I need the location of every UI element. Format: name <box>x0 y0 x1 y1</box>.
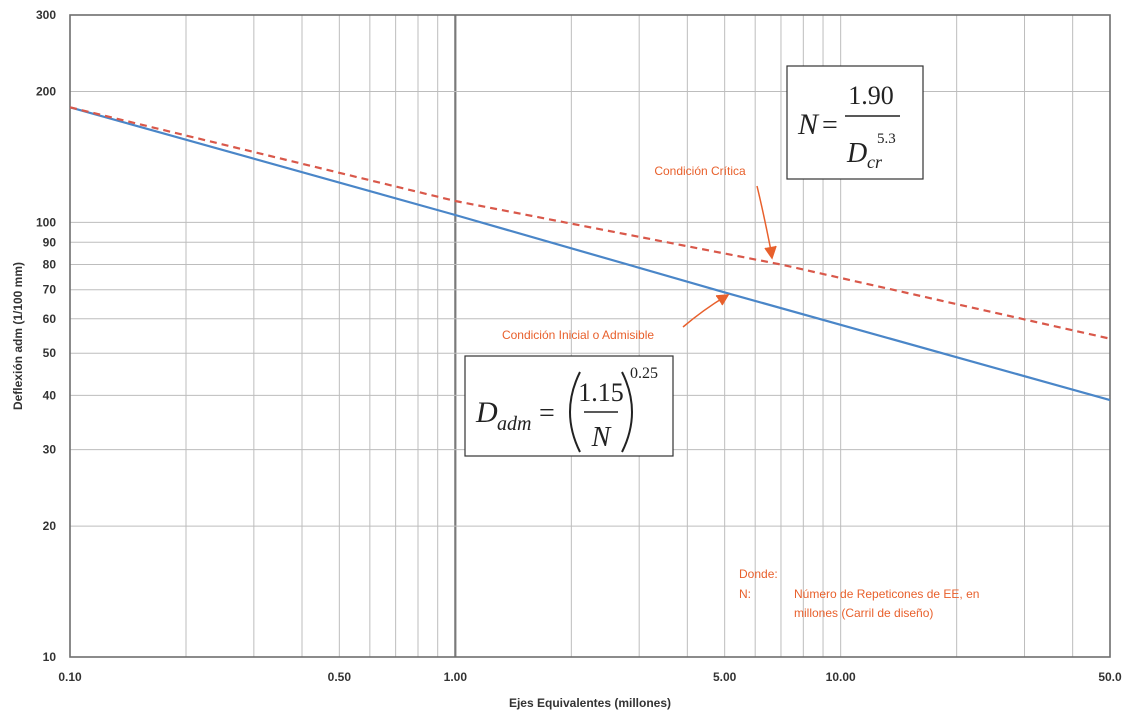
x-tick-label-0: 0.10 <box>58 670 82 684</box>
x-axis-title: Ejes Equivalentes (millones) <box>509 696 671 710</box>
donde-line1: Número de Repeticones de EE, en <box>794 587 979 601</box>
formula-critica-den-exp: 5.3 <box>877 131 896 147</box>
y-tick-label-2: 30 <box>43 443 57 457</box>
formula-critica-box: N = 1.90 D cr 5.3 <box>786 65 924 180</box>
tick-labels: 0.10 0.50 1.00 5.00 10.00 50.0 10 20 30 40 50 60 70 8… <box>36 8 1122 684</box>
critica-arrow <box>756 185 777 260</box>
formula-admisible-num: 1.15 <box>578 378 624 407</box>
inicial-label: Condición Inicial o Admisible <box>502 328 654 342</box>
formula-critica-den: D <box>846 138 867 169</box>
formula-left-paren <box>569 371 581 453</box>
donde-line2: millones (Carril de diseño) <box>794 606 933 620</box>
y-axis-title: Deflexión adm (1/100 mm) <box>11 262 25 410</box>
y-tick-label-5: 60 <box>43 312 57 326</box>
y-tick-label-7: 80 <box>43 257 57 271</box>
series-line-critica <box>69 106 1111 340</box>
x-tick-label-5: 50.0 <box>1098 670 1122 684</box>
y-tick-label-0: 10 <box>43 650 57 664</box>
x-tick-label-2: 1.00 <box>444 670 468 684</box>
x-tick-label-4: 10.00 <box>826 670 856 684</box>
y-tick-label-3: 40 <box>43 388 57 402</box>
donde-symbol: N: <box>739 587 751 601</box>
formula-critica-eq: = <box>822 110 838 141</box>
series-lines <box>69 106 1111 402</box>
series-line-admisible <box>69 106 1111 402</box>
y-tick-label-10: 200 <box>36 85 56 99</box>
y-tick-label-9: 100 <box>36 215 56 229</box>
y-tick-label-4: 50 <box>43 346 57 360</box>
formula-critica-den-sub: cr <box>867 152 883 172</box>
y-tick-label-8: 90 <box>43 235 57 249</box>
formula-admisible-den: N <box>591 422 612 453</box>
formula-admisible-box: D adm = 1.15 N 0.25 <box>464 355 674 457</box>
formula-admisible-exp: 0.25 <box>630 365 658 382</box>
y-tick-label-6: 70 <box>43 283 57 297</box>
formula-right-paren <box>621 371 633 453</box>
plot-border <box>69 14 1111 658</box>
formula-critica-num: 1.90 <box>848 81 894 110</box>
inicial-arrow <box>682 294 730 328</box>
donde-title: Donde: <box>739 567 778 581</box>
formula-admisible-eq: = <box>539 398 555 429</box>
formula-admisible-lhs: D <box>475 396 498 429</box>
y-tick-label-1: 20 <box>43 519 57 533</box>
y-tick-label-11: 300 <box>36 8 56 22</box>
formula-admisible-lhs-sub: adm <box>497 413 531 435</box>
plot-frame <box>69 14 1111 658</box>
x-tick-label-3: 5.00 <box>713 670 737 684</box>
x-tick-label-1: 0.50 <box>328 670 352 684</box>
formula-critica-lhs: N <box>797 108 820 141</box>
critica-label: Condición Crítica <box>654 164 746 178</box>
